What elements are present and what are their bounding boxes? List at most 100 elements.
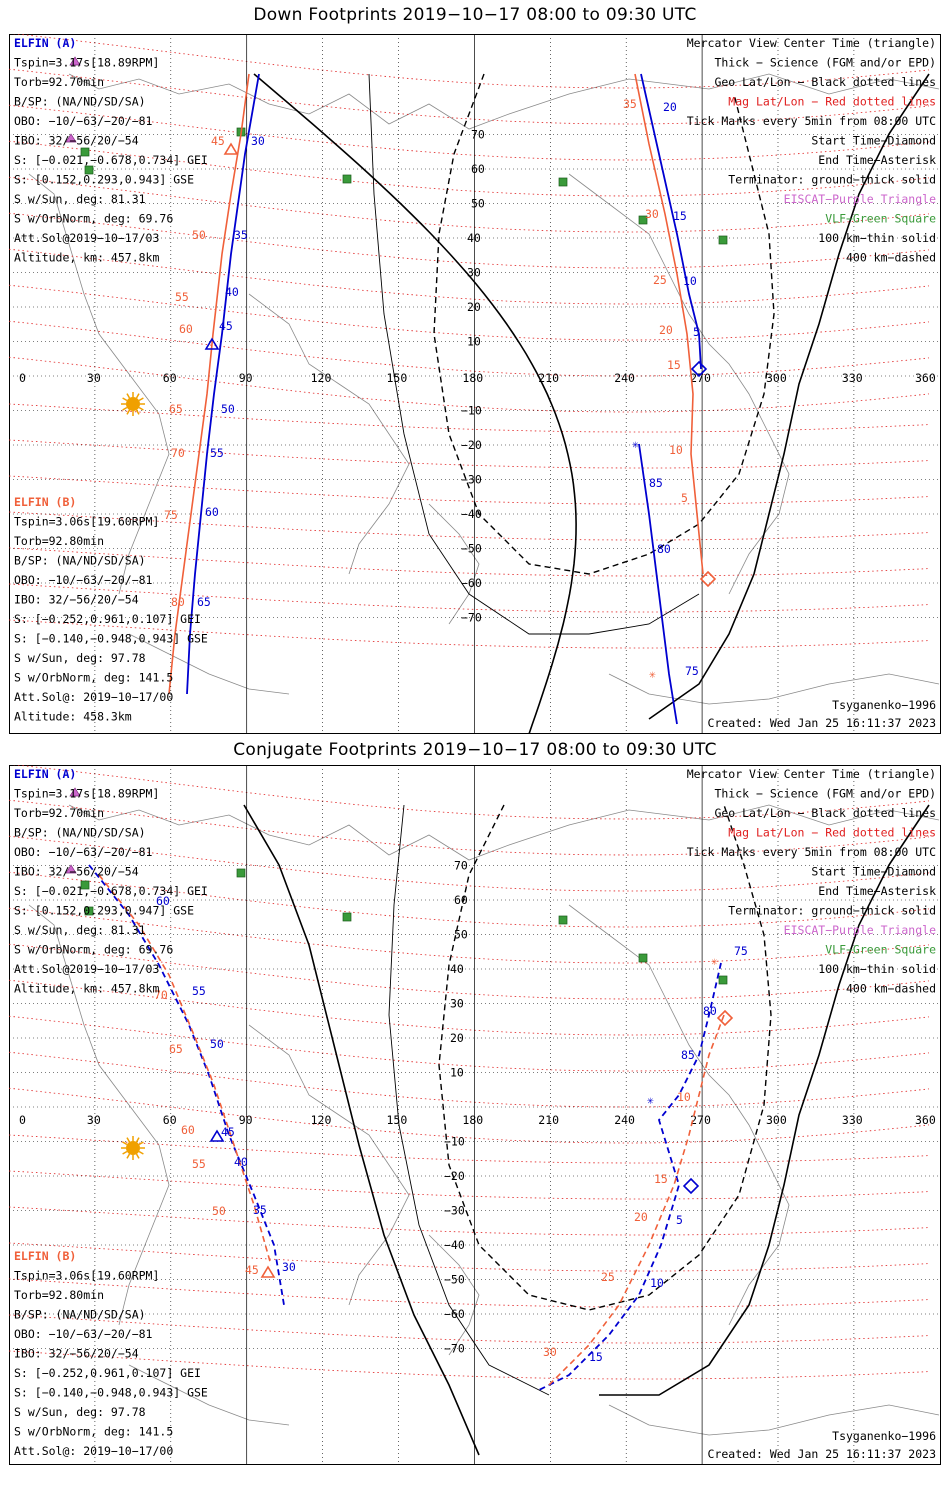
legend-entry: EISCAT−Purple Triangle xyxy=(784,192,936,206)
lon-tick-label: 210 xyxy=(538,1113,559,1127)
lat-tick-label: −10 xyxy=(444,1135,465,1149)
elfin-b-tick-label: 25 xyxy=(653,273,667,287)
lon-tick-label: 240 xyxy=(614,1113,635,1127)
elfin-a-track xyxy=(88,864,285,1306)
lat-tick-label: 60 xyxy=(454,893,468,907)
lon-tick-label: 210 xyxy=(538,371,559,385)
mag-lat-line xyxy=(9,1206,930,1236)
elfin-b-tick-label: 55 xyxy=(175,290,189,304)
lon-tick-label: 330 xyxy=(842,371,863,385)
lat-tick-label: −20 xyxy=(461,438,482,452)
model-label: Tsyganenko−1996 xyxy=(832,1429,936,1443)
elfin-a-tick-label: 10 xyxy=(650,1276,664,1290)
model-label: Tsyganenko−1996 xyxy=(832,698,936,712)
elfin-a-title: ELFIN (A) xyxy=(14,767,76,781)
coastline xyxy=(428,1234,480,1356)
elfin-a-info: Tspin=3.17s[18.89RPM] xyxy=(14,787,159,801)
elfin-b-track xyxy=(98,874,272,1266)
lon-tick-label: 180 xyxy=(462,1113,483,1127)
elfin-b-track-west xyxy=(168,73,250,695)
coastline xyxy=(28,904,170,1326)
mag-lat-line xyxy=(9,979,930,1036)
lon-tick-label: 300 xyxy=(766,1113,787,1127)
lat-tick-label: −40 xyxy=(461,507,482,521)
elfin-a-info: Torb=92.70min xyxy=(14,75,104,89)
coastline xyxy=(608,1404,940,1436)
elfin-b-info: IBO: 32/−56/20/−54 xyxy=(14,1347,139,1361)
elfin-a-start-diamond xyxy=(690,360,708,378)
elfin-b-tick-label: 35 xyxy=(623,97,637,111)
legend-entry: Mercator View Center Time (triangle) xyxy=(687,767,936,781)
elfin-a-center-triangle xyxy=(204,337,220,350)
elfin-a-tick-label: 80 xyxy=(657,542,671,556)
vlf-station-icon xyxy=(80,147,90,157)
mag-grid xyxy=(9,765,930,1380)
elfin-a-info: Altitude, km: 457.8km xyxy=(14,251,159,265)
legend-entry: Tick Marks every 5min from 08:00 UTC xyxy=(687,114,936,128)
elfin-b-info: S: [−0.140,−0.948,0.943] GSE xyxy=(14,632,208,646)
mag-lat-line xyxy=(9,356,930,413)
legend-entry: End Time−Asterisk xyxy=(818,153,936,167)
elfin-a-tick-label: 60 xyxy=(156,894,170,908)
mag-lat-line xyxy=(9,619,930,649)
elfin-a-track-east xyxy=(640,73,702,370)
coastline xyxy=(608,673,940,705)
lat-tick-label: 70 xyxy=(471,128,485,142)
lat-tick-label: 40 xyxy=(450,962,464,976)
elfin-a-tick-label: 75 xyxy=(734,944,748,958)
elfin-b-info: Tspin=3.06s[19.60RPM] xyxy=(14,1269,159,1283)
elfin-a-info: IBO: 32/−56/20/−54 xyxy=(14,134,139,148)
elfin-a-tick-label: 55 xyxy=(210,446,224,460)
elfin-b-info: B/SP: (NA/ND/SD/SA) xyxy=(14,554,146,568)
terminator-100km xyxy=(368,73,700,635)
legend-entry: 400 km−dashed xyxy=(846,982,936,996)
lat-tick-label: −60 xyxy=(444,1307,465,1321)
legend-entry: 400 km−dashed xyxy=(846,251,936,265)
lon-tick-label: 270 xyxy=(690,371,711,385)
conjugate-footprints-map: 0 30 60 90 120 150 180 210 240 270 300 330 360 70 60 50… xyxy=(9,765,941,1465)
terminator-ground xyxy=(243,804,480,1456)
sun-ray xyxy=(135,1137,140,1143)
lat-tick-label: 30 xyxy=(450,997,464,1011)
elfin-a-info: S w/Sun, deg: 81.31 xyxy=(14,923,146,937)
panel-title-conjugate: Conjugate Footprints 2019−10−17 08:00 to… xyxy=(233,740,717,760)
elfin-b-info: S w/OrbNorm, deg: 141.5 xyxy=(14,1425,173,1439)
elfin-a-track-south xyxy=(638,443,678,725)
mag-lat-line xyxy=(9,284,930,341)
elfin-b-info: Att.Sol@: 2019−10−17/00 xyxy=(14,690,173,704)
elfin-b-info: Tspin=3.06s[19.60RPM] xyxy=(14,515,159,529)
elfin-b-title: ELFIN (B) xyxy=(14,1249,76,1263)
lat-tick-label: −30 xyxy=(444,1204,465,1218)
down-footprints-map: 0 30 60 90 120 150 180 210 240 270 300 330 360 70 60 50… xyxy=(9,34,941,734)
mag-lat-line xyxy=(9,943,930,1000)
elfin-b-tick-label: 65 xyxy=(169,402,183,416)
elfin-a-tick-label: 5 xyxy=(676,1213,683,1227)
elfin-a-info: Torb=92.70min xyxy=(14,806,104,820)
mag-lat-line xyxy=(9,547,930,577)
vlf-station-icon xyxy=(84,906,94,916)
legend-entry: End Time−Asterisk xyxy=(818,884,936,898)
lon-tick-label: 150 xyxy=(387,371,408,385)
elfin-a-tick-label: 30 xyxy=(251,134,265,148)
eiscat-triangle-icon xyxy=(65,133,77,143)
elfin-a-track-east xyxy=(538,962,722,1391)
elfin-b-tick-label: 65 xyxy=(169,1042,183,1056)
elfin-a-tick-label: 50 xyxy=(210,1037,224,1051)
elfin-a-end-asterisk: ✳ xyxy=(632,437,639,451)
lat-tick-label: −40 xyxy=(444,1238,465,1252)
lon-tick-label: 360 xyxy=(915,1113,936,1127)
elfin-a-tick-label: 45 xyxy=(219,319,233,333)
elfin-a-tick-label: 60 xyxy=(205,505,219,519)
mag-lat-line xyxy=(9,583,930,613)
map-svg: 0 30 60 90 120 150 180 210 240 270 300 330 360 70 60 50… xyxy=(9,34,941,734)
coastline xyxy=(28,173,170,595)
lat-tick-label: −70 xyxy=(444,1342,465,1356)
mag-lat-line xyxy=(9,1314,930,1344)
elfin-a-info: S: [0.152,0.293,0.947] GSE xyxy=(14,904,194,918)
lon-tick-label: 180 xyxy=(462,371,483,385)
elfin-b-info: Att.Sol@: 2019−10−17/00 xyxy=(14,1444,173,1458)
elfin-a-info: OBO: −10/−63/−20/−81 xyxy=(14,845,153,859)
vlf-station-icon xyxy=(236,868,246,878)
elfin-b-tick-label: 55 xyxy=(192,1157,206,1171)
elfin-b-center-triangle xyxy=(260,1265,276,1278)
